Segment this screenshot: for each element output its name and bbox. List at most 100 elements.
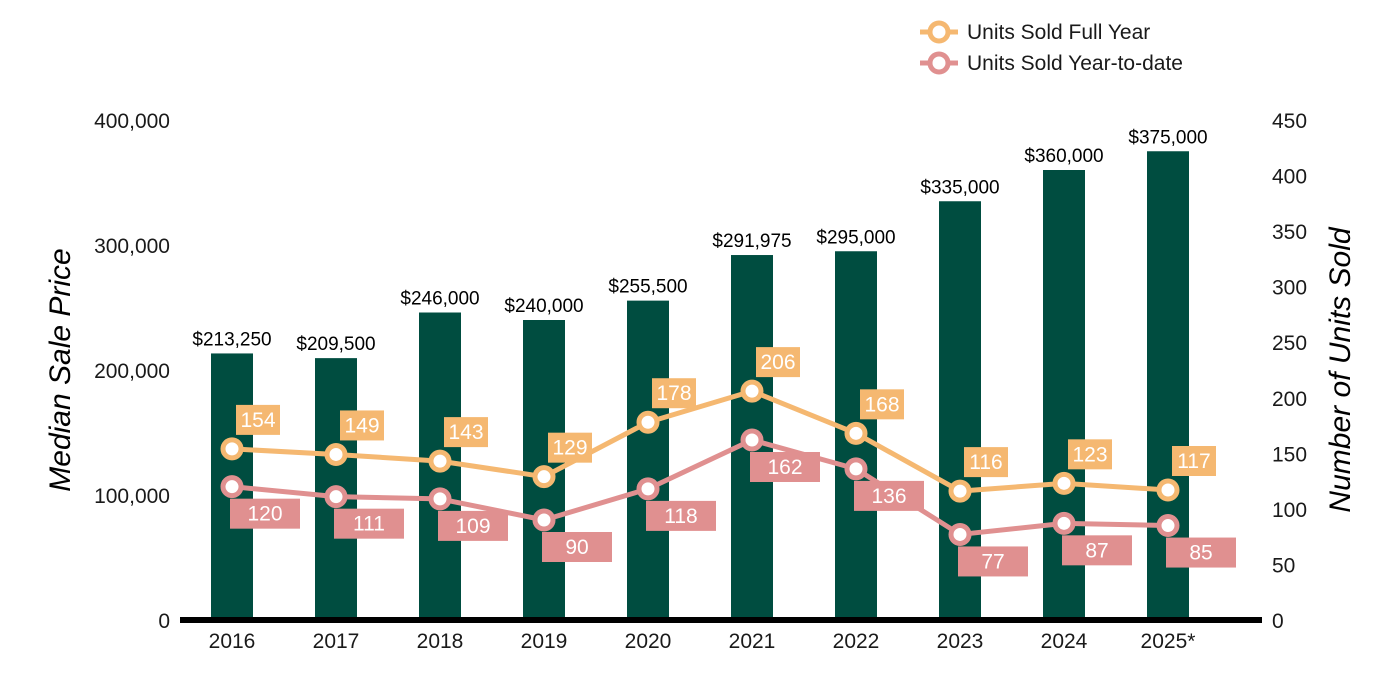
point-label-ytd: 90 bbox=[565, 536, 588, 559]
label-box-full-year bbox=[444, 417, 488, 448]
bar-value-label: $240,000 bbox=[504, 296, 583, 317]
legend-label-ytd: Units Sold Year-to-date bbox=[967, 52, 1183, 75]
label-box-ytd bbox=[854, 480, 924, 511]
y2-tick-label: 450 bbox=[1272, 110, 1307, 133]
point-label-ytd: 118 bbox=[664, 505, 697, 528]
bar-value-label: $335,000 bbox=[920, 177, 999, 198]
label-box-ytd bbox=[438, 510, 508, 541]
label-box-ytd bbox=[646, 500, 716, 531]
y2-tick-label: 100 bbox=[1272, 499, 1307, 522]
bar-value-label: $375,000 bbox=[1128, 127, 1207, 148]
y-axis-ticks: 0 100,000 200,000 300,000 400,000 bbox=[94, 110, 170, 633]
point-ytd bbox=[948, 522, 972, 546]
x-tick-label: 2023 bbox=[937, 630, 984, 653]
point-label-ytd: 120 bbox=[247, 503, 282, 526]
bar-value-label: $291,975 bbox=[712, 231, 791, 252]
point-label-full-year: 206 bbox=[760, 351, 795, 374]
label-box-ytd bbox=[230, 498, 300, 529]
y-tick-label: 0 bbox=[158, 610, 170, 633]
point-ytd bbox=[740, 428, 764, 452]
point-label-ytd: 111 bbox=[353, 513, 385, 536]
line-full-year bbox=[231, 388, 1169, 494]
x-tick-label: 2022 bbox=[833, 630, 880, 653]
y2-tick-label: 350 bbox=[1272, 221, 1307, 244]
legend: Units Sold Full Year Units Sold Year-to-… bbox=[920, 20, 1183, 75]
bar-value-label: $360,000 bbox=[1024, 146, 1103, 167]
point-full-year bbox=[428, 449, 452, 473]
y2-axis-ticks: 0 50 100 150 200 250 300 350 400 450 bbox=[1272, 110, 1307, 633]
point-full-year bbox=[740, 379, 764, 403]
label-box-full-year bbox=[1172, 446, 1216, 476]
x-tick-label: 2017 bbox=[313, 630, 360, 653]
bar-value-label: $295,000 bbox=[816, 227, 895, 248]
point-label-ytd: 109 bbox=[455, 515, 490, 538]
y2-axis-title: Number of Units Sold bbox=[1324, 226, 1357, 512]
point-full-year bbox=[636, 410, 660, 434]
label-box-ytd bbox=[1166, 537, 1236, 568]
y2-tick-label: 150 bbox=[1272, 443, 1307, 466]
y2-tick-label: 300 bbox=[1272, 277, 1307, 300]
label-box-ytd bbox=[958, 546, 1028, 577]
point-full-year bbox=[1156, 478, 1180, 502]
point-label-full-year: 178 bbox=[656, 382, 691, 405]
point-ytd bbox=[1156, 514, 1180, 538]
point-full-year bbox=[1052, 471, 1076, 495]
x-tick-label: 2024 bbox=[1041, 630, 1088, 653]
y2-tick-label: 50 bbox=[1272, 554, 1295, 577]
label-box-ytd bbox=[750, 452, 820, 482]
y-tick-label: 300,000 bbox=[94, 235, 170, 258]
legend-marker-full-year bbox=[927, 20, 951, 44]
label-box-full-year bbox=[756, 347, 800, 378]
label-box-full-year bbox=[340, 410, 384, 441]
x-tick-label: 2016 bbox=[209, 630, 256, 653]
x-tick-label: 2025* bbox=[1141, 630, 1196, 653]
y2-tick-label: 250 bbox=[1272, 332, 1307, 355]
point-label-ytd: 87 bbox=[1085, 539, 1108, 562]
point-label-ytd: 85 bbox=[1189, 542, 1212, 565]
y2-tick-label: 200 bbox=[1272, 388, 1307, 411]
point-full-year bbox=[324, 442, 348, 466]
point-label-full-year: 143 bbox=[448, 421, 483, 444]
legend-marker-ytd bbox=[927, 51, 951, 75]
y-tick-label: 400,000 bbox=[94, 110, 170, 133]
point-label-full-year: 117 bbox=[1177, 450, 1210, 473]
point-ytd bbox=[636, 477, 660, 501]
bar bbox=[627, 300, 669, 620]
x-tick-label: 2021 bbox=[729, 630, 776, 653]
point-label-ytd: 77 bbox=[981, 550, 1004, 573]
x-tick-label: 2019 bbox=[521, 630, 568, 653]
point-ytd bbox=[844, 457, 868, 481]
legend-item-ytd: Units Sold Year-to-date bbox=[920, 51, 1183, 75]
lines-layer: 154 149 143 129 178 206 168 116 123 117 120 111 109 9… bbox=[220, 347, 1236, 577]
label-box-full-year bbox=[652, 378, 696, 409]
point-full-year bbox=[532, 465, 556, 489]
point-ytd bbox=[324, 485, 348, 509]
legend-label-full-year: Units Sold Full Year bbox=[967, 21, 1150, 44]
label-box-ytd bbox=[1062, 535, 1132, 566]
point-full-year bbox=[844, 421, 868, 445]
bar-value-label: $255,500 bbox=[608, 277, 687, 298]
line-ytd bbox=[231, 437, 1169, 537]
point-label-full-year: 168 bbox=[864, 393, 899, 416]
point-ytd bbox=[532, 508, 556, 532]
label-box-ytd bbox=[542, 532, 612, 562]
label-box-full-year bbox=[964, 447, 1008, 478]
y2-tick-label: 400 bbox=[1272, 166, 1307, 189]
y-tick-label: 200,000 bbox=[94, 360, 170, 383]
bar-value-label: $246,000 bbox=[400, 289, 479, 310]
point-label-full-year: 129 bbox=[552, 437, 587, 460]
x-tick-label: 2020 bbox=[625, 630, 672, 653]
label-box-ytd bbox=[334, 508, 404, 539]
point-label-full-year: 123 bbox=[1072, 443, 1107, 466]
bar-value-label: $209,500 bbox=[296, 334, 375, 355]
point-ytd bbox=[1052, 511, 1076, 535]
label-box-full-year bbox=[860, 389, 904, 420]
y-tick-label: 100,000 bbox=[94, 485, 170, 508]
label-box-full-year bbox=[236, 404, 280, 435]
label-box-full-year bbox=[548, 432, 592, 463]
point-full-year bbox=[948, 479, 972, 503]
point-ytd bbox=[428, 487, 452, 511]
legend-item-full-year: Units Sold Full Year bbox=[920, 20, 1150, 44]
y2-tick-label: 0 bbox=[1272, 610, 1284, 633]
